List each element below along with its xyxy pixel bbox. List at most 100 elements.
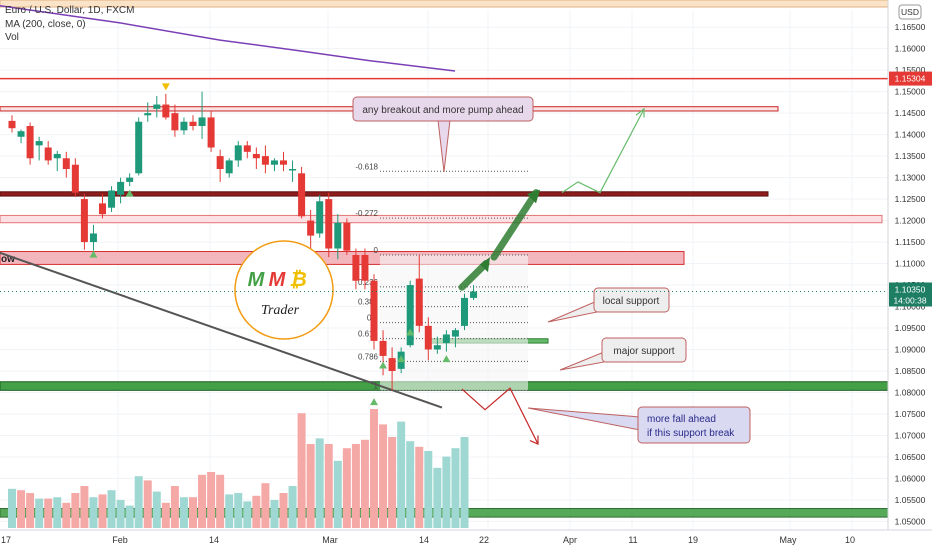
candle-body (461, 297, 468, 326)
candle-body (53, 153, 61, 159)
candle-body (99, 203, 106, 215)
projection-down-path (461, 387, 539, 445)
time-axis[interactable]: 17 Feb 14 Mar 14 22 Apr 11 19 May 10 (0, 529, 932, 550)
candle-body (216, 156, 224, 170)
candle-body (451, 330, 459, 337)
candle-body (406, 285, 414, 346)
local-callout-pointer (547, 300, 598, 323)
fall-callout (637, 406, 751, 444)
fib-label: 1 (374, 381, 379, 390)
projection-up-arrow-shaft-2 (458, 260, 490, 291)
buy-marker (397, 355, 406, 363)
volume-bar (71, 493, 80, 528)
projection-up-arrowhead-2 (480, 257, 490, 273)
candle-body (415, 278, 423, 326)
candle (298, 166, 306, 219)
candle-body (334, 222, 342, 249)
candle (189, 115, 197, 131)
candle-body (270, 160, 278, 165)
price-tick-label: 1.12000 (895, 216, 926, 226)
candle-body (470, 291, 478, 298)
price-tick-label: 1.06500 (895, 452, 926, 462)
volume-bar (80, 486, 89, 528)
candle-body (280, 160, 287, 165)
candle-body (26, 126, 34, 159)
candle-body (198, 117, 206, 127)
candle (17, 129, 25, 144)
candle-body (180, 121, 188, 131)
ma-200-line (0, 4, 456, 72)
fib-label: -0.618 (355, 162, 378, 171)
volume-bar (44, 498, 53, 528)
logo-circle (234, 240, 334, 340)
candle (470, 285, 478, 301)
candle (26, 122, 34, 165)
buy-marker (379, 361, 388, 369)
candle (352, 248, 360, 290)
candle (252, 147, 260, 170)
fib-box (380, 254, 528, 391)
candle (225, 158, 233, 178)
time-tick-label: 11 (628, 535, 637, 545)
volume-bar (26, 493, 35, 528)
price-tick-label: 1.16500 (895, 22, 926, 32)
candle-body (388, 358, 396, 371)
volume-bar (333, 460, 342, 528)
descending-trendline (0, 251, 443, 409)
volume-bar (198, 474, 207, 528)
volume-bar (89, 497, 98, 528)
candle-body (379, 340, 387, 356)
last-price-tag (889, 282, 932, 307)
buy-marker (406, 328, 415, 336)
candle-body (44, 147, 52, 161)
candle-body (126, 177, 134, 182)
local-support-text: local support (603, 296, 660, 307)
time-axis-bg (0, 530, 932, 550)
volume-bar (243, 501, 252, 528)
candle-body (361, 254, 369, 281)
volume-bar (17, 490, 26, 528)
time-tick-label: 14 (209, 535, 219, 545)
volume-bar (125, 505, 134, 528)
candle-body (261, 156, 269, 165)
volume-bar (297, 413, 306, 528)
candle-body (307, 220, 315, 236)
candle (99, 193, 106, 219)
candle (406, 280, 414, 348)
price-tick-label: 1.05000 (895, 516, 926, 526)
volume-bar (370, 409, 378, 528)
symbol-title: Euro / U.S. Dollar, 1D, FXCM (5, 5, 135, 16)
volume-bar (360, 439, 369, 528)
candle (289, 160, 297, 182)
candle-body (424, 325, 432, 350)
price-tick-label: 1.16000 (895, 44, 926, 54)
candle (343, 218, 351, 255)
time-tick-label: 19 (688, 535, 698, 545)
fall-callout-text-2: if this support break (647, 428, 735, 439)
candle (234, 141, 242, 167)
candle-body (343, 222, 351, 251)
price-tick-label: 1.09500 (895, 323, 926, 333)
callouts: any breakout and more pump ahead local su… (352, 96, 751, 444)
dark-resistance-zone (0, 191, 769, 197)
candle (44, 141, 52, 165)
time-tick-label: 22 (479, 535, 489, 545)
price-tick-label: 1.13000 (895, 173, 926, 183)
price-tick-label: 1.06000 (895, 473, 926, 483)
fib-label: 0.786 (358, 352, 379, 361)
volume-bar (234, 493, 243, 528)
candle (180, 117, 188, 135)
volume-bar (152, 491, 161, 528)
price-tick-label: 1.08000 (895, 387, 926, 397)
volume-bar (216, 474, 225, 528)
candle-body (442, 334, 450, 344)
candle-body (108, 190, 116, 208)
candle (80, 193, 88, 250)
volume-bar (351, 444, 360, 528)
candle (325, 192, 333, 258)
time-tick-label: 14 (419, 535, 429, 545)
volume-bar (207, 472, 216, 528)
volume-bar (406, 441, 415, 528)
